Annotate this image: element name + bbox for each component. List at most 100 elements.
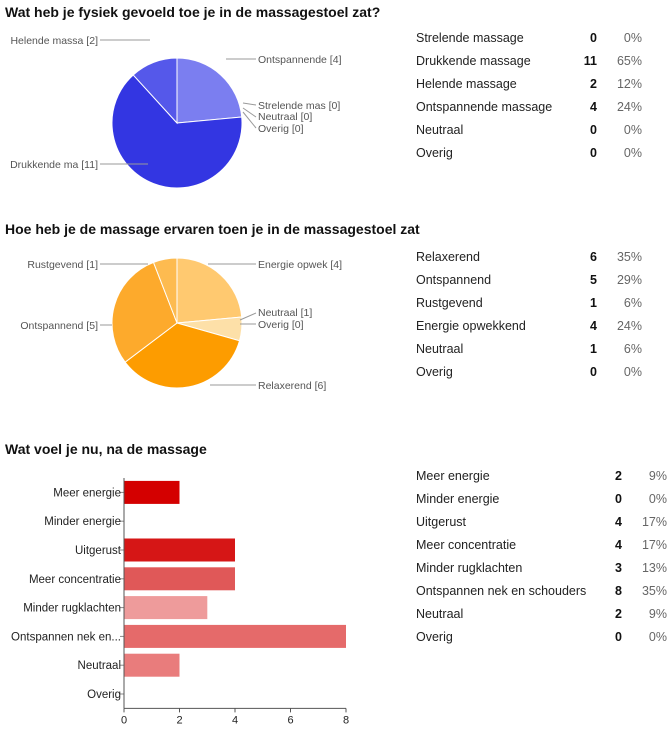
stats-percent: 24% [616,319,642,333]
category-label: Neutraal [78,660,121,672]
stats-count: 0 [615,492,622,506]
question-1-section: Wat heb je fysiek gevoeld toe je in de m… [0,0,670,215]
stats-label: Ontspannend [416,273,492,287]
pie-slice [152,257,178,324]
stats-percent: 35% [641,584,667,598]
stats-row: Drukkende massage 11 65% [416,50,642,73]
bar [124,538,235,562]
category-label: Meer energie [53,487,121,499]
callout-line [242,111,257,129]
stats-percent: 0% [623,365,642,379]
bar [124,624,346,648]
category-label: Ontspannen nek en... [11,631,121,643]
pie-chart-2: Energie opwek [4] Neutraal [1]Overig [0] R… [20,257,342,392]
stats-label: Minder energie [416,492,500,506]
stats-percent: 0% [648,492,667,506]
stats-count: 4 [590,100,597,114]
callout-label: Energie opwek [4] [258,259,342,271]
stats-percent: 29% [616,273,642,287]
stats-row: Ontspannend 5 29% [416,269,642,292]
stats-row: Neutraal 1 6% [416,338,642,361]
bar [124,567,235,591]
stats-label: Rustgevend [416,296,483,310]
stats-label: Strelende massage [416,31,524,45]
bar [124,596,208,620]
stats-row: Helende massage 2 12% [416,73,642,96]
stats-row: Uitgerust 4 17% [416,511,667,534]
stats-count: 0 [590,146,597,160]
stats-count: 1 [590,342,597,356]
pie-slice [176,257,243,324]
stats-label: Relaxerend [416,250,480,264]
bar [124,480,180,504]
callout-label: Relaxerend [6] [258,380,326,392]
stats-row: Rustgevend 1 6% [416,292,642,315]
question-2-title: Hoe heb je de massage ervaren toen je in… [5,221,420,237]
stats-count: 2 [615,469,622,483]
stats-count: 3 [615,561,622,575]
stats-row: Overig 0 0% [416,142,642,165]
stats-row: Energie opwekkend 4 24% [416,315,642,338]
category-label: Uitgerust [75,545,122,557]
stats-count: 2 [615,607,622,621]
stats-table-3: Meer energie 2 9% Minder energie 0 0% Uitgerus… [416,465,667,649]
stats-percent: 17% [641,538,667,552]
question-2-section: Hoe heb je de massage ervaren toen je in… [0,215,670,435]
stats-count: 11 [583,54,597,68]
callout-label: Neutraal [0] [258,111,312,123]
stats-table-1: Strelende massage 0 0% Drukkende massage 11 6… [416,27,642,165]
stats-label: Neutraal [416,342,464,356]
callout-line [242,107,257,118]
stats-percent: 0% [623,123,642,137]
stats-row: Minder rugklachten 3 13% [416,557,667,580]
callout-label: Helende massa [2] [10,35,98,47]
callout-label: Rustgevend [1] [27,259,98,271]
stats-percent: 0% [623,146,642,160]
stats-percent: 0% [623,31,642,45]
stats-row: Ontspannen nek en schouders 8 35% [416,580,667,603]
question-1-title: Wat heb je fysiek gevoeld toe je in de m… [5,4,381,20]
stats-label: Overig [416,146,453,160]
stats-percent: 24% [616,100,642,114]
stats-label: Energie opwekkend [416,319,526,333]
stats-count: 4 [615,515,622,529]
stats-count: 2 [590,77,597,91]
stats-label: Uitgerust [416,515,467,529]
stats-count: 0 [590,365,597,379]
stats-label: Overig [416,365,453,379]
bar [124,653,180,677]
stats-percent: 0% [648,630,667,644]
category-label: Overig [87,689,121,701]
stats-percent: 17% [641,515,667,529]
stats-row: Overig 0 0% [416,361,642,384]
stats-row: Neutraal 2 9% [416,603,667,626]
stats-label: Drukkende massage [416,54,531,68]
callout-label: Drukkende ma [11] [10,159,98,171]
stats-row: Strelende massage 0 0% [416,27,642,50]
x-tick-label: 8 [343,714,349,726]
x-tick-label: 6 [287,714,293,726]
stats-label: Ontspannende massage [416,100,553,114]
stats-count: 4 [590,319,597,333]
stats-label: Meer concentratie [416,538,517,552]
pie-slice [176,57,243,124]
stats-label: Ontspannen nek en schouders [416,584,587,598]
x-tick-label: 4 [232,714,238,726]
pie-chart-1: Ontspannende [4] Strelende mas [0]Neutraa… [10,35,342,189]
stats-label: Neutraal [416,123,464,137]
stats-label: Minder rugklachten [416,561,523,575]
bar-chart-3: Meer energie Minder energie Uitgerust Meer … [11,478,349,726]
stats-count: 6 [590,250,597,264]
stats-table-2: Relaxerend 6 35% Ontspannend 5 29% Rustgevend 1… [416,246,642,384]
stats-count: 4 [615,538,622,552]
stats-count: 0 [615,630,622,644]
stats-row: Meer concentratie 4 17% [416,534,667,557]
stats-row: Meer energie 2 9% [416,465,667,488]
stats-row: Neutraal 0 0% [416,119,642,142]
stats-percent: 12% [616,77,642,91]
stats-count: 1 [590,296,597,310]
x-tick-label: 2 [176,714,182,726]
category-label: Meer concentratie [29,574,121,586]
category-label: Minder energie [44,516,121,528]
stats-count: 5 [590,273,597,287]
